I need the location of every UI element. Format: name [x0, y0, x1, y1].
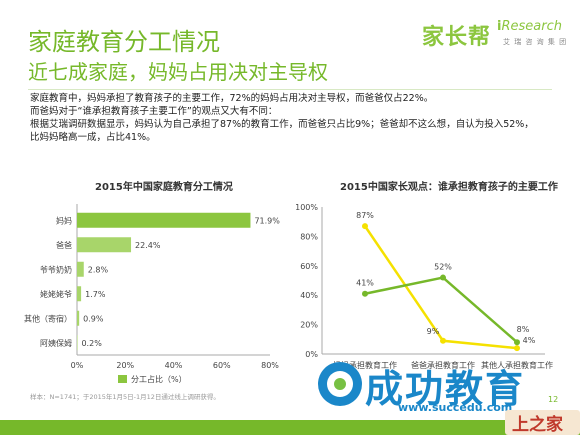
bar-0	[77, 212, 251, 228]
brand-badge	[505, 410, 580, 435]
line-data-label-0-1: 9%	[427, 327, 440, 336]
line-data-label-0-0: 87%	[356, 211, 374, 220]
line-data-label-1-1: 52%	[434, 263, 452, 272]
body-line-2: 而爸妈对于“谁承担教育孩子主要工作”的观点又大有不同：	[30, 106, 278, 117]
bar-category-label-2: 爷爷奶奶	[40, 264, 72, 274]
line-point-0-2	[514, 345, 520, 352]
line-point-0-0	[362, 223, 368, 230]
line-chart-title: 2015中国家长观点：谁承担教育孩子的主要工作	[340, 182, 558, 193]
bar-legend-swatch	[118, 375, 127, 383]
bar-5	[77, 335, 78, 351]
body-line-1: 家庭教育中，妈妈承担了教育孩子的主要工作，72%的妈妈占用决对主导权，而爸爸仅占…	[30, 93, 434, 104]
page-subtitle: 近七成家庭，妈妈占用决对主导权	[28, 60, 328, 84]
bar-2	[77, 261, 84, 277]
source-note: 样本：N=1741；于2015年1月5日-1月12日通过线上调研获得。	[30, 393, 220, 401]
header-divider	[28, 89, 552, 90]
line-data-label-0-2: 4%	[523, 336, 536, 345]
bar-4	[77, 310, 80, 326]
line-y-tick-4: 80%	[300, 232, 318, 241]
line-series-0	[363, 225, 518, 350]
bar-category-label-1: 爸爸	[56, 240, 72, 250]
line-data-label-1-0: 41%	[356, 279, 374, 288]
line-y-tick-3: 60%	[300, 262, 318, 271]
bar-chart-title: 2015年中国家庭教育分工情况	[95, 182, 233, 193]
watermark-emblem-dot	[334, 378, 346, 390]
line-x-tick-1: 爸爸承担教育工作	[411, 360, 475, 370]
page-number: 12	[548, 395, 559, 404]
iresearch-logo-sub: 艾 瑞 咨 询 集 团	[503, 38, 568, 46]
bar-x-tick-1: 20%	[116, 361, 134, 370]
iresearch-logo-prefix: i	[497, 19, 502, 34]
bar-category-label-5: 阿姨保姆	[40, 338, 72, 348]
page-title: 家庭教育分工情况	[28, 28, 220, 56]
watermark-url: www.succedu.com	[398, 401, 513, 414]
line-series-1	[364, 276, 518, 344]
line-y-tick-5: 100%	[295, 203, 318, 212]
line-point-1-0	[362, 290, 368, 297]
line-y-tick-1: 20%	[300, 321, 318, 330]
bar-category-label-0: 妈妈	[56, 215, 72, 225]
line-y-tick-2: 40%	[300, 291, 318, 300]
brand-badge-text: 上之家	[512, 415, 563, 435]
line-point-1-2	[514, 339, 520, 346]
bar-category-label-3: 姥姥姥爷	[40, 289, 72, 299]
line-y-tick-0: 0%	[305, 350, 318, 359]
line-point-1-1	[440, 274, 446, 281]
bar-value-label-3: 1.7%	[85, 290, 106, 299]
line-x-tick-0: 妈妈承担教育工作	[333, 360, 397, 370]
bar-x-tick-2: 40%	[165, 361, 183, 370]
body-line-3: 根据艾瑞调研数据显示，妈妈认为自己承担了87%的教育工作，而爸爸只占比9%；爸爸…	[30, 119, 534, 130]
bottom-bar	[0, 420, 580, 435]
watermark-text: 成功教育	[365, 367, 526, 411]
bar-x-tick-0: 0%	[71, 361, 84, 370]
iresearch-logo-text: Research	[501, 19, 562, 34]
bar-value-label-4: 0.9%	[83, 314, 104, 323]
bar-1	[77, 237, 132, 253]
bar-legend-label: 分工占比（%）	[131, 374, 187, 384]
line-x-tick-2: 其他人承担教育工作	[481, 360, 553, 370]
jiazhangbang-logo: 家长帮	[422, 25, 492, 50]
bar-category-label-4: 其他（寄宿）	[24, 313, 72, 323]
bar-x-tick-3: 60%	[213, 361, 231, 370]
line-point-0-1	[440, 337, 446, 344]
bar-value-label-2: 2.8%	[88, 265, 109, 274]
bar-x-tick-4: 80%	[261, 361, 279, 370]
iresearch-logo: iResearch	[497, 19, 562, 34]
bar-value-label-1: 22.4%	[135, 241, 161, 250]
line-data-label-1-2: 8%	[517, 325, 530, 334]
bar-value-label-5: 0.2%	[81, 339, 102, 348]
bar-3	[77, 286, 82, 302]
bar-value-label-0: 71.9%	[254, 216, 280, 225]
body-line-4: 比妈妈略高一成，占比41%。	[30, 132, 156, 143]
